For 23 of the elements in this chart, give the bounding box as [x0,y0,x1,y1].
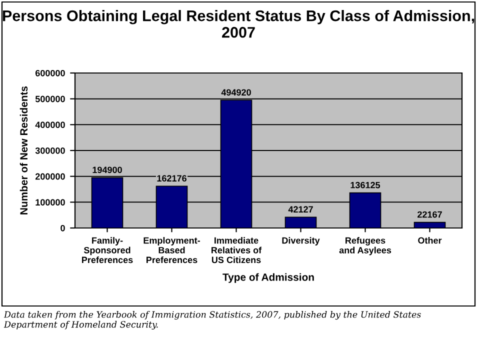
text: Data taken from the Yearbook of Immigration Statistics, 2007, published by the United States Department of Homeland Security. [4,311,421,330]
data-label: 162176 [157,175,186,182]
x-tick-label: Immediate Relatives of US Citizens [212,237,262,264]
x-tick-label: Family- Sponsored Preferences [82,237,133,264]
x-tick-label: Diversity [282,237,320,246]
y-tick-label: 0 [60,224,65,232]
data-label: 194900 [92,166,122,174]
x-axis-title: Type of Admission [222,273,314,283]
x-tick-label: Other [418,237,442,244]
y-tick-label: 600000 [35,70,65,76]
chart-title: Persons Obtaining Legal Resident Status By Class of Admission, 2007 [2,10,474,38]
data-label: 494920 [221,89,251,96]
data-label: 42127 [288,206,313,212]
data-label: 22167 [418,211,442,218]
y-tick-label: 400000 [35,122,65,128]
y-tick-label: 200000 [35,173,65,180]
y-axis-title: Number of New Residents [20,86,28,214]
x-tick-label: Refugees and Asylees [339,237,392,256]
y-tick-label: 300000 [35,147,65,154]
y-tick-label: 100000 [36,199,65,206]
x-tick-label: Employment- Based Preferences [144,237,200,264]
y-tick-label: 500000 [35,96,65,102]
data-label: 136125 [350,182,380,188]
